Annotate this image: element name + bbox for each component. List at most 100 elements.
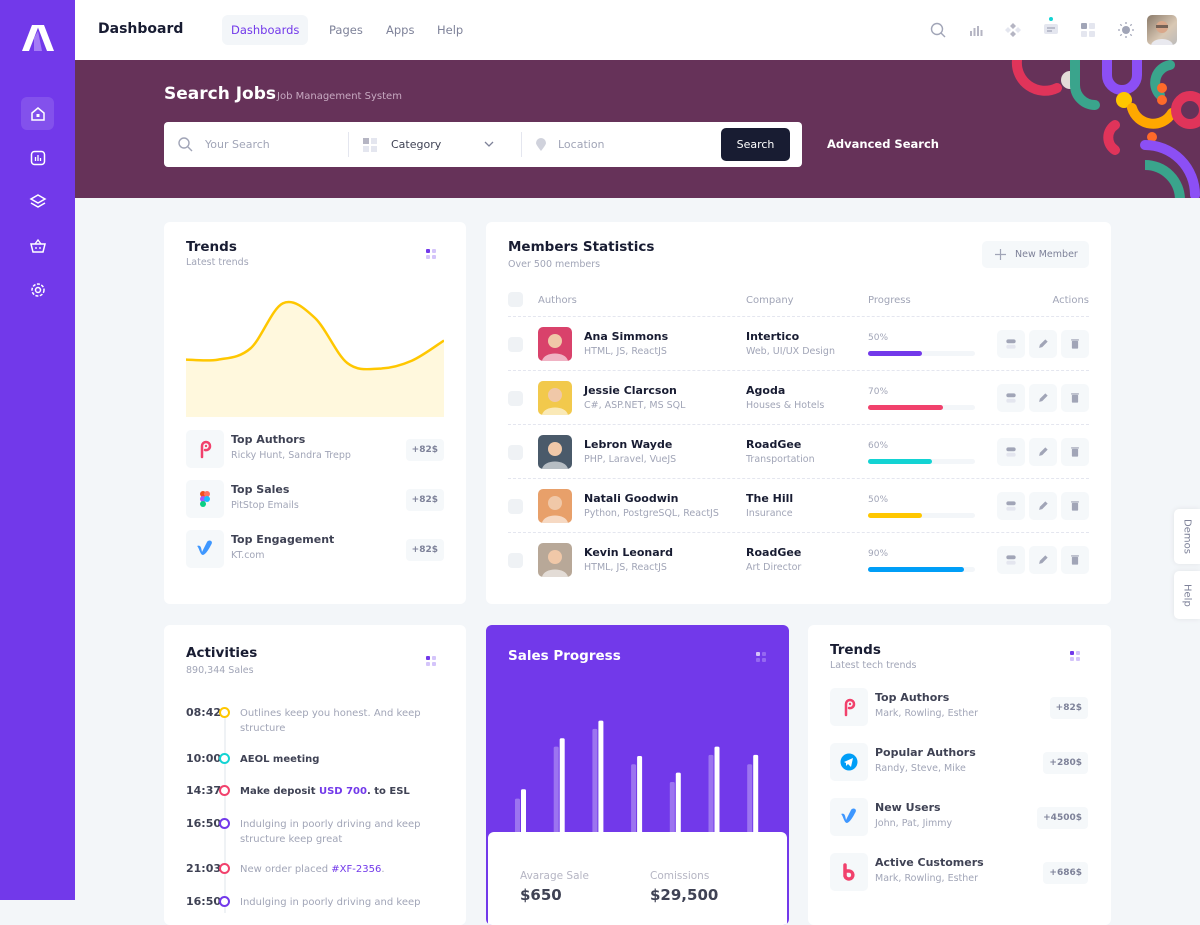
toggle-button[interactable] (997, 492, 1025, 520)
author-name[interactable]: Jessie Clarcson (584, 384, 677, 397)
trend-item[interactable]: Active Customers Mark, Rowling, Esther +68… (830, 853, 1088, 891)
logo[interactable] (20, 24, 56, 52)
location-input[interactable]: Location (558, 138, 605, 151)
row-checkbox[interactable] (508, 337, 523, 352)
trend-item[interactable]: Top Sales PitStop Emails +82$ (186, 480, 444, 518)
demos-tab[interactable]: Demos (1174, 509, 1200, 564)
toggle-icon (1006, 555, 1016, 565)
author-skills: HTML, JS, ReactJS (584, 562, 667, 573)
trend-area-chart (186, 300, 444, 417)
toggle-button[interactable] (997, 384, 1025, 412)
apps-grid-button[interactable] (1077, 19, 1099, 41)
delete-button[interactable] (1061, 492, 1089, 520)
trash-icon (1071, 501, 1079, 511)
help-tab[interactable]: Help (1174, 571, 1200, 619)
advanced-search-link[interactable]: Advanced Search (827, 137, 939, 151)
select-all-checkbox[interactable] (508, 292, 523, 307)
nav-pages[interactable]: Pages (329, 23, 363, 37)
progress-fill (868, 405, 943, 410)
trend-item-title: Popular Authors (875, 746, 976, 759)
company-name: Agoda (746, 384, 786, 397)
page-title: Dashboard (98, 21, 184, 37)
elements-button[interactable] (1002, 19, 1024, 41)
trend-item[interactable]: New Users John, Pat, Jimmy +4500$ (830, 798, 1088, 836)
menu-dots-icon[interactable] (1070, 651, 1080, 661)
sidebar-item-home[interactable] (21, 97, 54, 130)
search-button[interactable]: Search (721, 128, 790, 161)
delete-button[interactable] (1061, 384, 1089, 412)
edit-button[interactable] (1029, 384, 1057, 412)
vimeo-icon (197, 540, 212, 555)
timeline-dot (219, 896, 230, 907)
plus-icon (995, 249, 1006, 260)
menu-dots-icon[interactable] (426, 249, 436, 259)
edit-button[interactable] (1029, 330, 1057, 358)
delete-button[interactable] (1061, 330, 1089, 358)
company-description: Insurance (746, 508, 793, 519)
trend-item[interactable]: Top Authors Ricky Hunt, Sandra Trepp +82$ (186, 430, 444, 468)
activities-card: Activities 890,344 Sales 08:42 Outlines k… (164, 625, 466, 925)
delete-button[interactable] (1061, 438, 1089, 466)
trend-item[interactable]: Top Authors Mark, Rowling, Esther +82$ (830, 688, 1088, 726)
sidebar-item-bar-chart[interactable] (21, 141, 54, 174)
row-checkbox[interactable] (508, 391, 523, 406)
author-name[interactable]: Ana Simmons (584, 330, 669, 343)
edit-button[interactable] (1029, 438, 1057, 466)
bar-shadow (515, 798, 520, 835)
trend-item-subtitle: Randy, Steve, Mike (875, 763, 966, 774)
search-button[interactable] (927, 19, 949, 41)
new-member-button[interactable]: New Member (982, 241, 1089, 268)
timeline-dot (219, 785, 230, 796)
table-row: Kevin Leonard HTML, JS, ReactJS RoadGee Art… (508, 532, 1089, 586)
edit-button[interactable] (1029, 546, 1057, 574)
author-name[interactable]: Lebron Wayde (584, 438, 673, 451)
author-name[interactable]: Natali Goodwin (584, 492, 679, 505)
nav-dashboards[interactable]: Dashboards (222, 15, 309, 45)
nav-apps[interactable]: Apps (386, 23, 415, 37)
user-avatar[interactable] (1147, 15, 1177, 45)
activity-link[interactable]: USD 700 (318, 786, 367, 797)
trend-item-title: New Users (875, 801, 941, 814)
sidebar-item-layers[interactable] (21, 185, 54, 218)
members-card: Members Statistics Over 500 members New … (486, 222, 1111, 604)
delete-button[interactable] (1061, 546, 1089, 574)
trend-item[interactable]: Top Engagement KT.com +82$ (186, 530, 444, 568)
activity-link[interactable]: #XF-2356 (331, 864, 382, 875)
toggle-button[interactable] (997, 438, 1025, 466)
activity-text-after: . to ESL (366, 786, 410, 797)
table-row: Ana Simmons HTML, JS, ReactJS Intertico Web… (508, 316, 1089, 370)
card-title: Activities (186, 645, 258, 661)
row-checkbox[interactable] (508, 553, 523, 568)
average-sale-label: Avarage Sale (520, 870, 589, 882)
menu-dots-icon[interactable] (426, 656, 436, 666)
pencil-icon (1039, 447, 1048, 456)
trend-item[interactable]: Popular Authors Randy, Steve, Mike +280$ (830, 743, 1088, 781)
new-member-label: New Member (1015, 249, 1078, 260)
sidebar-item-basket[interactable] (21, 229, 54, 262)
figma-icon (200, 491, 210, 507)
icon-box (186, 430, 224, 468)
sidebar-item-settings[interactable] (21, 273, 54, 306)
search-input[interactable]: Your Search (205, 138, 270, 151)
category-select[interactable]: Category (391, 138, 442, 151)
nav-help[interactable]: Help (437, 23, 464, 37)
trend-item-title: Top Authors (231, 433, 306, 446)
sales-progress-card: Sales Progress Avarage Sale $650 Comissi… (486, 625, 789, 925)
trend-item-subtitle: Ricky Hunt, Sandra Trepp (231, 450, 351, 461)
toggle-button[interactable] (997, 546, 1025, 574)
progress-bar (868, 405, 975, 410)
avatar (538, 489, 572, 523)
bar-shadow (708, 754, 714, 835)
menu-dots-icon[interactable] (756, 652, 766, 662)
chart-button[interactable] (965, 19, 987, 41)
column-header-progress: Progress (868, 295, 911, 306)
commissions-value: $29,500 (650, 886, 719, 904)
author-name[interactable]: Kevin Leonard (584, 546, 673, 559)
toggle-button[interactable] (997, 330, 1025, 358)
row-checkbox[interactable] (508, 499, 523, 514)
sun-button[interactable] (1115, 19, 1137, 41)
activity-text-main: Indulging in poorly driving and keep str… (240, 819, 421, 845)
chat-button[interactable] (1040, 17, 1062, 41)
row-checkbox[interactable] (508, 445, 523, 460)
edit-button[interactable] (1029, 492, 1057, 520)
